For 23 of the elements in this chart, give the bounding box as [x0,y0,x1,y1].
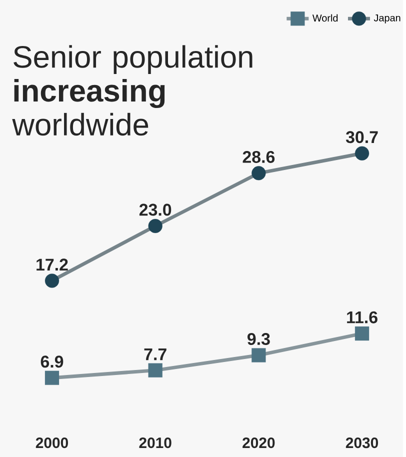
data-label: 11.6 [347,311,378,324]
point [252,166,266,180]
data-label: 23.0 [140,204,172,216]
legend-label: Japan [374,14,400,24]
chart-title: Senior population increasing worldwide [12,45,252,136]
data-label: 30.7 [346,131,378,144]
point [252,348,266,362]
x-tick-label: 2020 [242,438,275,448]
data-label: 9.3 [248,333,270,346]
data-label: 28.6 [242,150,275,163]
data-label: 17.2 [36,258,68,270]
point [148,218,162,234]
x-tick-label: 2030 [346,438,378,448]
data-label: 6.9 [40,356,64,368]
point [355,326,370,341]
data-label: 7.7 [144,348,166,360]
point [45,370,60,385]
legend-label: World [312,14,338,22]
point [148,363,162,378]
x-tick-label: 2000 [36,438,68,448]
point [355,146,370,160]
x-tick-label: 2010 [139,438,172,448]
point [45,274,60,288]
